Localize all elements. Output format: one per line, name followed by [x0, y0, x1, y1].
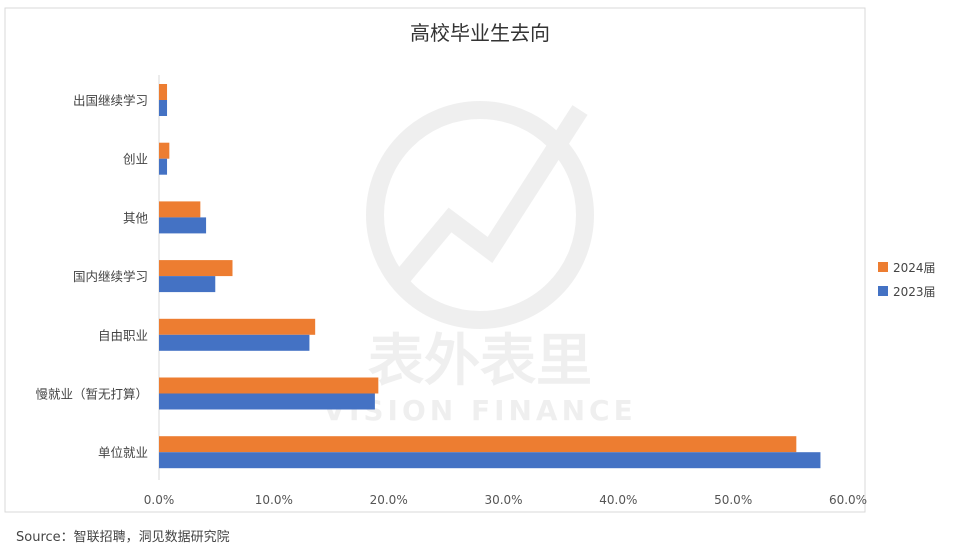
chart-title: 高校毕业生去向 [410, 21, 550, 45]
legend-label: 2024届 [893, 261, 936, 275]
chart-frame [4, 7, 866, 513]
bar-2023 [159, 452, 821, 469]
category-label: 自由职业 [98, 328, 148, 343]
bar-2024 [159, 142, 170, 159]
category-label: 其他 [123, 210, 149, 225]
category-label: 慢就业（暂无打算） [35, 387, 148, 402]
category-label: 单位就业 [98, 445, 148, 460]
legend-label: 2023届 [893, 285, 936, 299]
bar-2023 [159, 393, 375, 410]
watermark-text: 表外表里 [368, 329, 592, 394]
x-tick-label: 60.0% [829, 493, 867, 507]
x-tick-label: 30.0% [484, 493, 522, 507]
x-tick-label: 0.0% [144, 493, 175, 507]
bar-2023 [159, 217, 207, 234]
x-tick-label: 20.0% [370, 493, 408, 507]
bar-2024 [159, 377, 379, 394]
bar-2024 [159, 318, 316, 335]
x-tick-label: 40.0% [599, 493, 637, 507]
legend-swatch [878, 286, 888, 296]
bar-2024 [159, 260, 233, 277]
x-tick-label: 10.0% [255, 493, 293, 507]
category-label: 创业 [123, 152, 148, 167]
bar-2023 [159, 158, 168, 175]
bar-2024 [159, 201, 201, 218]
category-label: 国内继续学习 [73, 269, 148, 284]
source-note: Source：智联招聘，洞见数据研究院 [16, 530, 230, 545]
bar-2023 [159, 334, 310, 351]
x-tick-label: 50.0% [714, 493, 752, 507]
bar-2023 [159, 100, 168, 116]
bar-2023 [159, 276, 216, 293]
category-label: 出国继续学习 [73, 93, 148, 108]
legend-swatch [878, 262, 888, 272]
bar-2024 [159, 84, 168, 100]
bar-2024 [159, 436, 797, 453]
